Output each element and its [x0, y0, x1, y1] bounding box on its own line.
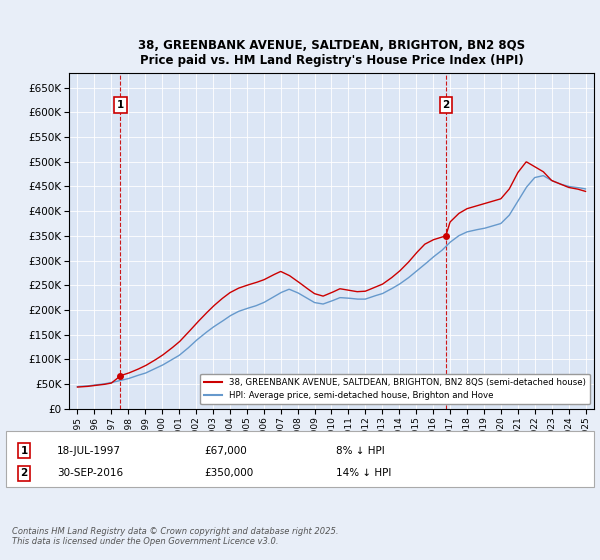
Text: 2: 2	[442, 100, 449, 110]
Text: 1: 1	[117, 100, 124, 110]
Text: 1: 1	[20, 446, 28, 456]
Text: 2: 2	[20, 468, 28, 478]
Text: 8% ↓ HPI: 8% ↓ HPI	[336, 446, 385, 456]
Text: Contains HM Land Registry data © Crown copyright and database right 2025.
This d: Contains HM Land Registry data © Crown c…	[12, 526, 338, 546]
Text: 18-JUL-1997: 18-JUL-1997	[57, 446, 121, 456]
Text: 30-SEP-2016: 30-SEP-2016	[57, 468, 123, 478]
Text: £67,000: £67,000	[204, 446, 247, 456]
Title: 38, GREENBANK AVENUE, SALTDEAN, BRIGHTON, BN2 8QS
Price paid vs. HM Land Registr: 38, GREENBANK AVENUE, SALTDEAN, BRIGHTON…	[138, 39, 525, 67]
Text: 14% ↓ HPI: 14% ↓ HPI	[336, 468, 391, 478]
Legend: 38, GREENBANK AVENUE, SALTDEAN, BRIGHTON, BN2 8QS (semi-detached house), HPI: Av: 38, GREENBANK AVENUE, SALTDEAN, BRIGHTON…	[200, 374, 590, 404]
Text: £350,000: £350,000	[204, 468, 253, 478]
